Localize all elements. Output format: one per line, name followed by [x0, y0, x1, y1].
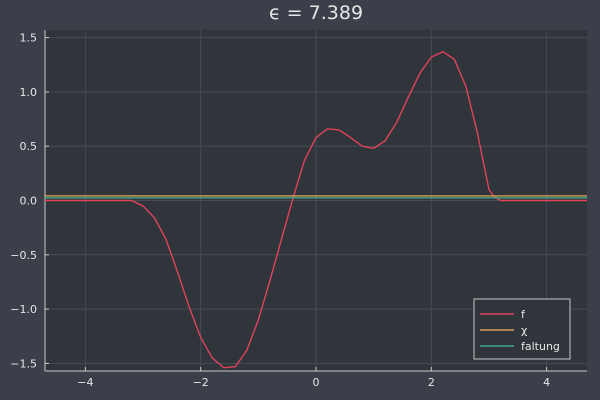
- legend-label: faltung: [521, 340, 560, 353]
- x-tick-label: 0: [313, 376, 320, 389]
- y-tick-label: 0.5: [20, 140, 38, 153]
- tick-labels: −4 −2 0 2 4 −1.5 −1.0 −0.5 0.0 0.5 1.0 1.5: [10, 32, 550, 389]
- legend-label: f: [521, 308, 526, 321]
- series-group: [45, 51, 587, 369]
- y-tick-label: 0.0: [20, 195, 38, 208]
- legend-box: [473, 298, 571, 360]
- legend-label: χ: [521, 324, 528, 337]
- y-tick-label: −0.5: [10, 249, 37, 262]
- y-tick-label: 1.5: [20, 32, 38, 45]
- x-tick-label: 4: [543, 376, 550, 389]
- y-tick-label: 1.0: [20, 86, 38, 99]
- y-tick-label: −1.0: [10, 303, 37, 316]
- x-tick-label: 2: [428, 376, 435, 389]
- chart-title: ϵ = 7.389: [269, 2, 363, 24]
- x-tick-label: −4: [77, 376, 93, 389]
- y-tick-label: −1.5: [10, 357, 37, 370]
- series-line-f: [45, 51, 587, 369]
- x-tick-label: −2: [193, 376, 209, 389]
- legend: fχ faltung: [473, 298, 571, 360]
